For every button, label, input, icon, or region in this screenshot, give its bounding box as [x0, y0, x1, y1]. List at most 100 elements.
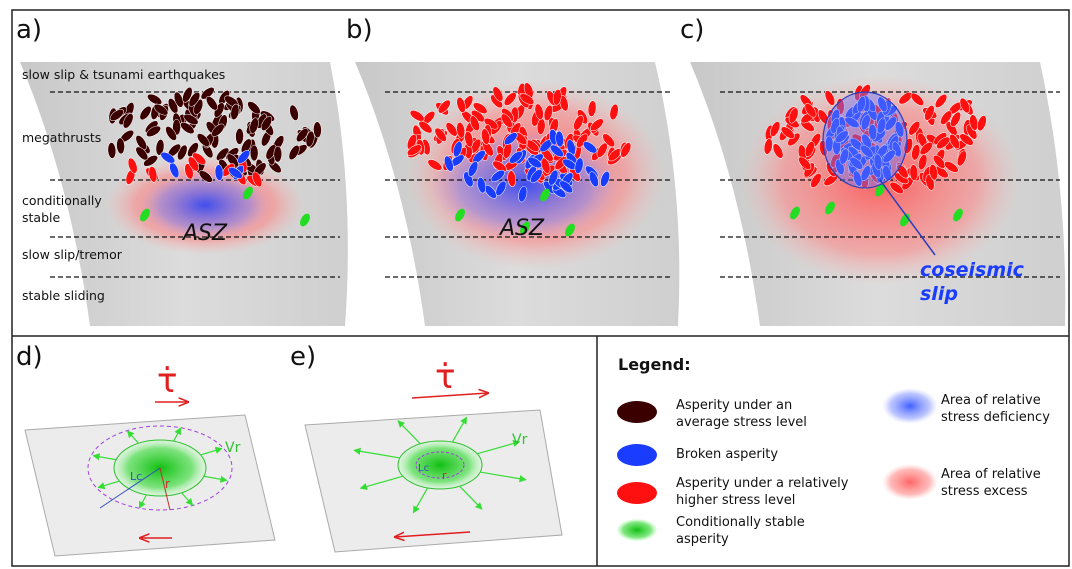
asperity	[135, 135, 147, 150]
stress-deficiency	[140, 171, 270, 239]
asperity	[860, 114, 871, 131]
asperity	[288, 144, 300, 161]
panel-label: b)	[346, 15, 373, 45]
asperity	[953, 208, 963, 222]
asperity	[977, 115, 987, 132]
asperity	[824, 90, 836, 106]
asperity	[247, 101, 261, 115]
stress-rate: τ̇	[157, 361, 177, 401]
asperity	[834, 130, 849, 144]
asz-label: ASZ	[181, 221, 228, 246]
asperity	[472, 102, 488, 114]
asperity	[944, 161, 959, 173]
asperity	[590, 118, 604, 132]
asperity	[582, 141, 598, 154]
asperity	[810, 173, 822, 188]
lc-label: Lc	[130, 470, 142, 483]
legend-icon	[882, 388, 938, 424]
asperity	[296, 128, 309, 143]
vr-label: Vr	[225, 440, 241, 456]
asperity	[898, 92, 913, 105]
asperity	[160, 151, 176, 164]
asperity	[956, 150, 967, 167]
asperity	[877, 96, 888, 113]
legend-icon	[617, 482, 657, 504]
shear-arrow	[411, 393, 488, 399]
asperity	[445, 122, 458, 137]
asperity	[780, 126, 795, 139]
legend-icon	[882, 464, 938, 500]
asperity	[565, 223, 575, 237]
coseismic-label: coseismic	[920, 259, 1025, 281]
asperity	[153, 103, 169, 116]
radius-line	[99, 467, 161, 509]
lc-label: Lc	[418, 463, 429, 474]
asperity	[116, 137, 125, 155]
rupture-arrow	[459, 485, 483, 510]
asperity	[467, 161, 479, 177]
asperity	[456, 122, 466, 139]
coseismic-label: slip	[920, 283, 958, 305]
legend-text: asperity	[676, 532, 729, 547]
asperity	[481, 128, 490, 145]
asperity	[839, 148, 849, 165]
rupture-arrow	[181, 492, 194, 506]
asperity	[882, 149, 896, 164]
panel-label: d)	[16, 342, 43, 372]
rupture	[397, 440, 483, 490]
legend-text: Conditionally stable	[676, 515, 805, 530]
asperity	[230, 103, 240, 121]
asperity	[139, 105, 152, 121]
asperity	[455, 208, 465, 222]
asperity	[187, 142, 199, 157]
asperity	[228, 167, 243, 179]
asperity	[249, 117, 259, 134]
asperity	[918, 154, 928, 171]
critical-size	[87, 425, 233, 511]
panel-label: c)	[680, 15, 704, 45]
rupture-arrow	[480, 471, 527, 483]
asperity	[875, 183, 885, 197]
asperity	[409, 110, 425, 122]
asperity	[427, 159, 443, 171]
asperity	[894, 121, 905, 138]
asperity	[107, 142, 117, 159]
panel-label: e)	[290, 342, 316, 372]
asperity	[804, 103, 817, 118]
asperity	[183, 113, 199, 125]
asperity	[200, 87, 215, 100]
asperity	[509, 151, 523, 164]
asperity	[519, 93, 535, 105]
rupture-arrow	[203, 475, 228, 483]
asperity	[456, 96, 466, 113]
vr-label: Vr	[512, 432, 528, 448]
zone-label: conditionally	[22, 193, 102, 208]
asperity	[804, 141, 815, 157]
rupture-arrows	[92, 427, 228, 509]
asperity	[148, 166, 158, 183]
asperity	[574, 157, 584, 174]
asperity	[477, 177, 487, 194]
asz-label: ASZ	[498, 216, 545, 241]
asperity	[109, 108, 125, 122]
asperity	[934, 94, 948, 108]
rupture-arrow	[200, 446, 223, 456]
rupture-arrow	[97, 480, 120, 490]
asperity	[214, 164, 224, 181]
asperity	[155, 139, 165, 156]
asperity	[226, 153, 239, 168]
asperity	[876, 117, 887, 134]
legend-text: Asperity under an	[676, 398, 792, 413]
legend-title: Legend:	[618, 355, 691, 374]
asperity	[856, 96, 866, 113]
asperity	[929, 164, 938, 181]
asperity	[143, 155, 158, 167]
asperity	[788, 107, 799, 124]
asperity	[503, 92, 517, 106]
rupture-arrow	[412, 487, 429, 514]
asperity	[873, 153, 883, 171]
asperity	[908, 121, 921, 136]
stress-rate: τ̇	[435, 357, 455, 397]
asperity	[600, 170, 610, 187]
